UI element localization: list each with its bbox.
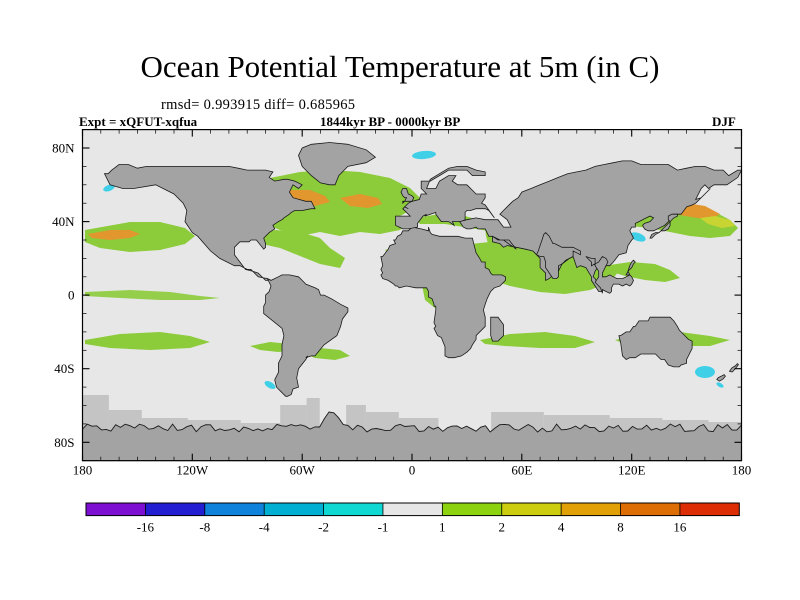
svg-text:120E: 120E	[618, 463, 646, 478]
svg-text:16: 16	[673, 520, 687, 535]
svg-text:-2: -2	[318, 520, 329, 535]
svg-text:-4: -4	[259, 520, 270, 535]
svg-text:-16: -16	[137, 520, 155, 535]
svg-text:-8: -8	[199, 520, 210, 535]
svg-text:60E: 60E	[511, 463, 532, 478]
svg-text:8: 8	[617, 520, 624, 535]
svg-text:40N: 40N	[52, 214, 75, 229]
svg-text:80S: 80S	[54, 435, 74, 450]
svg-text:80N: 80N	[52, 141, 75, 156]
svg-text:2: 2	[498, 520, 505, 535]
svg-text:60W: 60W	[290, 463, 316, 478]
svg-text:4: 4	[558, 520, 565, 535]
svg-text:0: 0	[68, 288, 75, 303]
svg-text:120W: 120W	[176, 463, 209, 478]
svg-text:40S: 40S	[54, 361, 74, 376]
svg-text:-1: -1	[378, 520, 389, 535]
svg-text:1: 1	[439, 520, 446, 535]
svg-text:180: 180	[73, 463, 93, 478]
svg-text:180: 180	[732, 463, 752, 478]
svg-text:0: 0	[409, 463, 416, 478]
